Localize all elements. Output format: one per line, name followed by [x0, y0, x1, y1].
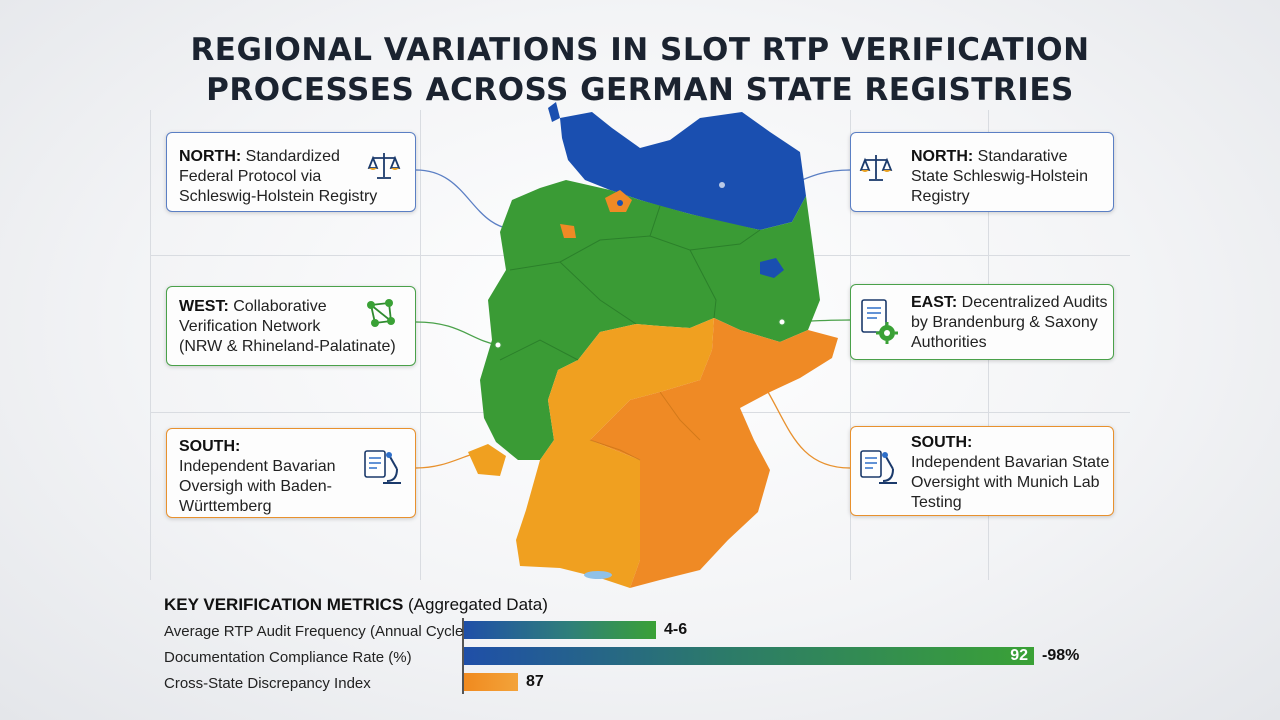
card-east-text: EAST: Decentralized Audits by Brandenbur…: [911, 294, 1108, 351]
card-label: NORTH:: [179, 148, 242, 165]
state-borders: [499, 205, 761, 361]
region-green: [480, 180, 820, 460]
connector-dot-east: [778, 318, 786, 326]
metric-bar-compliance: 92: [464, 647, 1034, 665]
connector-dot-west: [494, 341, 502, 349]
card-south-right: SOUTH: Independent Bavarian State Oversi…: [850, 426, 1114, 516]
grid-line: [150, 110, 151, 580]
city-berlin: [760, 258, 784, 278]
city-bremen: [560, 224, 576, 238]
document-gear-icon: [861, 299, 898, 344]
metric-bar-discrepancy: [464, 673, 518, 691]
metric-bar-audit-frequency: [464, 621, 656, 639]
metric-value-discrepancy: 87: [526, 673, 544, 690]
connector-west: [415, 321, 499, 346]
card-east: EAST: Decentralized Audits by Brandenbur…: [850, 284, 1114, 360]
lake-constance: [584, 571, 612, 579]
title-line-1: REGIONAL VARIATIONS IN SLOT RTP VERIFICA…: [190, 32, 1090, 68]
scales-icon: [859, 155, 893, 181]
title-line-2: PROCESSES ACROSS GERMAN STATE REGISTRIES: [206, 72, 1074, 108]
metric-value-audit-frequency: 4-6: [664, 621, 688, 638]
card-west: WEST: Collaborative Verification Network…: [166, 286, 416, 366]
north-island: [548, 102, 560, 122]
microscope-icon: [364, 450, 401, 484]
card-north-left-text: NORTH: Standardized Federal Protocol via…: [179, 148, 378, 205]
metric-label-audit-frequency: Average RTP Audit Frequency (Annual Cycl…: [164, 623, 476, 640]
metric-value-compliance: -98%: [1042, 647, 1080, 664]
metric-label-compliance: Documentation Compliance Rate (%): [164, 649, 412, 666]
region-south-west: [516, 318, 714, 588]
metric-inner-value-compliance: 92: [1010, 647, 1028, 664]
connector-south-left: [415, 454, 471, 469]
card-south-left-text: SOUTH: Independent Bavarian Oversigh wit…: [179, 438, 336, 515]
metrics-title: KEY VERIFICATION METRICS (Aggregated Dat…: [164, 595, 548, 614]
connector-south-right: [767, 391, 851, 469]
card-west-text: WEST: Collaborative Verification Network…: [179, 298, 396, 355]
card-north-left: NORTH: Standardized Federal Protocol via…: [166, 132, 416, 212]
card-south-left: SOUTH: Independent Bavarian Oversigh wit…: [166, 428, 416, 518]
network-icon: [367, 299, 395, 327]
grid-line: [420, 110, 421, 580]
page-title: REGIONAL VARIATIONS IN SLOT RTP VERIFICA…: [40, 30, 1240, 110]
region-north: [560, 112, 806, 230]
region-south-east: [590, 318, 838, 588]
metric-label-discrepancy: Cross-State Discrepancy Index: [164, 675, 371, 692]
hamburg-dot: [617, 200, 623, 206]
microscope-icon: [860, 450, 897, 484]
card-north-right: NORTH: Standarative State Schleswig-Hols…: [850, 132, 1114, 212]
north-marker: [719, 182, 725, 188]
scales-icon: [367, 153, 401, 179]
region-saarland: [468, 444, 506, 476]
card-north-right-text: NORTH: Standarative State Schleswig-Hols…: [911, 148, 1088, 205]
metrics-axis: [462, 618, 464, 694]
south-borders: [589, 391, 701, 461]
card-south-right-text: SOUTH: Independent Bavarian State Oversi…: [911, 434, 1110, 511]
